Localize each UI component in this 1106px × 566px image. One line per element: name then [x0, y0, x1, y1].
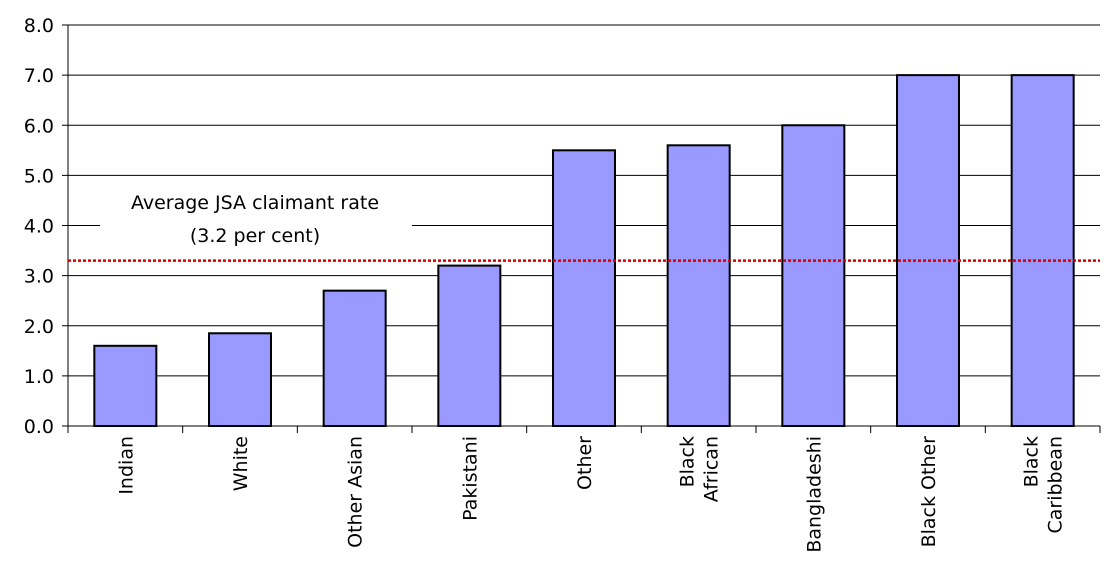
category-label-line: Other: [574, 436, 596, 490]
y-tick-label: 7.0: [24, 65, 54, 87]
axes: [62, 24, 1101, 433]
average-annotation: Average JSA claimant rate (3.2 per cent): [100, 180, 412, 256]
y-tick-label: 1.0: [24, 366, 54, 388]
x-axis-category-labels: Indian White Other Asian Pakistani Other Blac…: [115, 436, 1066, 553]
bar: [666, 144, 731, 428]
bar: [896, 74, 960, 427]
category-label-line: Other Asian: [345, 436, 367, 548]
category-label: Other: [574, 436, 596, 490]
category-label-line: Bangladeshi: [803, 436, 825, 553]
annotation-line: Average JSA claimant rate: [131, 192, 379, 214]
bar: [1010, 74, 1075, 427]
category-label-line: Caribbean: [1045, 436, 1067, 534]
category-label-line: White: [230, 436, 252, 491]
category-label-line: Black: [677, 436, 699, 487]
category-label: Black African: [677, 436, 723, 502]
category-label-line: Indian: [115, 436, 137, 495]
category-label-line: Black: [1021, 436, 1043, 487]
y-axis-tick-labels: 0.0 1.0 2.0 3.0 4.0 5.0 6.0 7.0 8.0: [24, 15, 54, 438]
category-label: Other Asian: [345, 436, 367, 548]
category-label: Black Caribbean: [1021, 436, 1067, 534]
bar: [552, 149, 616, 427]
category-label-line: Black Other: [918, 436, 940, 548]
y-tick-label: 2.0: [24, 316, 54, 338]
category-label: White: [230, 436, 252, 491]
bar: [437, 264, 502, 427]
y-tick-label: 3.0: [24, 266, 54, 288]
bar: [781, 124, 846, 427]
y-tick-label: 0.0: [24, 416, 54, 438]
category-label-line: Pakistani: [459, 436, 481, 521]
y-tick-label: 6.0: [24, 115, 54, 137]
y-tick-label: 8.0: [24, 15, 54, 37]
category-label: Black Other: [918, 436, 940, 548]
category-label-line: African: [701, 436, 723, 502]
bar: [322, 289, 387, 427]
annotation-line: (3.2 per cent): [190, 225, 320, 247]
bars: [93, 74, 1075, 428]
bar: [93, 344, 158, 427]
category-label: Indian: [115, 436, 137, 495]
y-tick-label: 5.0: [24, 165, 54, 187]
bar: [208, 332, 272, 427]
category-label: Pakistani: [459, 436, 481, 521]
y-tick-label: 4.0: [24, 216, 54, 238]
category-label: Bangladeshi: [803, 436, 825, 553]
annotation-background: [100, 180, 412, 256]
